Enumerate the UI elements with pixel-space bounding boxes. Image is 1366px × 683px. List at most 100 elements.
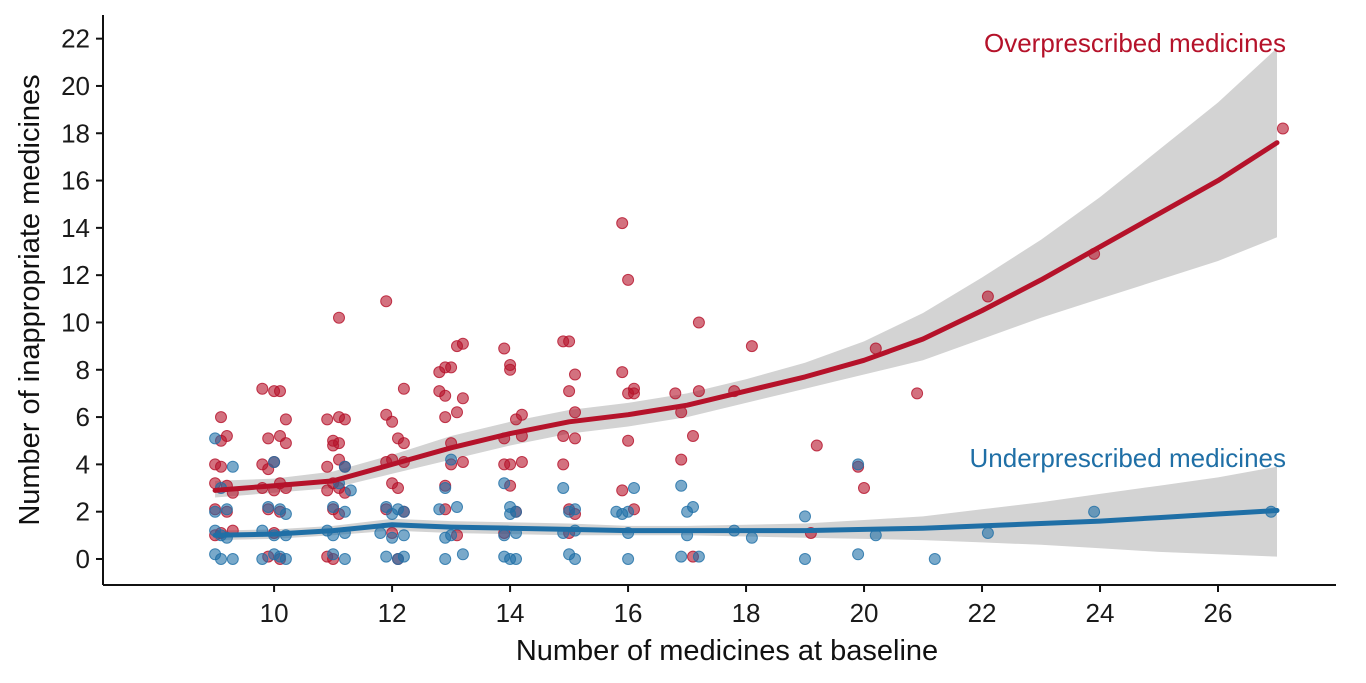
data-point-series-1 <box>274 385 286 398</box>
data-point-series-1 <box>745 340 758 353</box>
data-point-series-1 <box>445 361 458 374</box>
data-point-series-1 <box>911 387 924 400</box>
y-tick-label: 18 <box>61 118 90 148</box>
data-point-series-2 <box>338 460 351 473</box>
y-tick-label: 6 <box>76 402 90 432</box>
data-point-series-2 <box>852 548 865 561</box>
x-tick-label: 14 <box>496 598 525 628</box>
data-point-series-2 <box>569 553 581 565</box>
data-point-series-1 <box>628 387 640 400</box>
data-point-series-1 <box>439 411 452 424</box>
x-tick-label: 22 <box>968 598 997 628</box>
data-point-series-1 <box>557 430 570 442</box>
data-point-series-2 <box>256 553 269 565</box>
data-point-series-2 <box>215 553 227 565</box>
axes <box>102 15 1336 586</box>
data-point-series-1 <box>669 387 682 400</box>
data-point-series-2 <box>226 460 239 473</box>
data-point-series-1 <box>451 406 463 419</box>
data-point-series-1 <box>215 460 227 473</box>
trend-line-1 <box>212 140 1280 493</box>
data-point-series-1 <box>616 217 629 230</box>
data-point-series-2 <box>209 432 222 445</box>
data-point-series-2 <box>445 529 458 542</box>
data-point-series-1 <box>557 458 570 471</box>
data-point-series-2 <box>338 505 351 518</box>
data-point-series-1 <box>810 439 823 452</box>
x-axis-ticks: 10 12 14 16 18 20 22 24 26 <box>260 585 1233 628</box>
data-point-series-1 <box>279 437 292 450</box>
data-point-series-1 <box>392 482 404 494</box>
trend-lines <box>212 140 1280 538</box>
data-point-series-2 <box>852 458 865 471</box>
confidence-band-2 <box>215 466 1278 557</box>
data-point-series-2 <box>439 553 452 565</box>
data-point-series-1 <box>256 382 269 395</box>
data-point-series-1 <box>622 434 635 447</box>
series-label-underprescribed: Underprescribed medicines <box>970 443 1286 473</box>
data-point-series-2 <box>451 501 463 513</box>
data-point-series-1 <box>380 295 393 308</box>
data-point-series-1 <box>321 484 334 497</box>
data-point-series-2 <box>456 548 469 561</box>
data-point-series-2 <box>675 550 688 563</box>
x-tick-label: 18 <box>732 598 761 628</box>
y-tick-label: 2 <box>76 497 90 527</box>
data-point-series-2 <box>681 505 694 518</box>
y-tick-label: 20 <box>61 71 90 101</box>
data-point-series-2 <box>745 531 758 544</box>
data-point-series-1 <box>616 366 629 379</box>
data-point-series-1 <box>456 392 469 405</box>
data-point-series-1 <box>675 453 688 466</box>
data-point-series-2 <box>226 553 239 565</box>
data-point-series-2 <box>380 550 393 563</box>
data-point-series-1 <box>563 385 576 398</box>
data-point-series-1 <box>515 456 528 468</box>
data-point-series-1 <box>692 316 705 329</box>
data-point-series-1 <box>981 290 994 303</box>
data-point-series-1 <box>215 411 227 424</box>
trend-line-2 <box>212 508 1280 538</box>
y-tick-label: 4 <box>76 449 90 479</box>
data-point-series-1 <box>456 337 469 350</box>
data-point-series-2 <box>445 453 458 466</box>
x-tick-label: 12 <box>378 598 407 628</box>
data-point-series-1 <box>563 335 576 348</box>
data-point-series-2 <box>799 510 811 523</box>
data-point-series-2 <box>386 531 399 544</box>
data-point-series-2 <box>279 508 292 520</box>
x-tick-label: 24 <box>1086 598 1115 628</box>
y-tick-label: 14 <box>61 213 90 243</box>
data-point-series-2 <box>397 529 410 542</box>
data-point-series-2 <box>344 484 357 497</box>
data-point-series-1 <box>692 385 705 398</box>
x-tick-label: 16 <box>614 598 643 628</box>
data-point-series-2 <box>220 503 233 516</box>
data-point-series-1 <box>321 413 334 426</box>
data-point-series-2 <box>268 456 281 468</box>
y-tick-label: 22 <box>61 24 90 54</box>
data-point-series-2 <box>262 501 275 513</box>
data-point-series-1 <box>498 458 511 471</box>
confidence-bands <box>215 48 1278 557</box>
data-point-series-1 <box>569 432 581 445</box>
data-point-series-2 <box>928 553 941 565</box>
data-point-series-2 <box>433 503 446 516</box>
data-point-series-1 <box>515 408 528 421</box>
data-point-series-2 <box>628 482 640 494</box>
data-point-series-1 <box>397 382 410 395</box>
data-point-series-1 <box>333 311 345 324</box>
data-point-series-2 <box>981 527 994 539</box>
data-point-series-1 <box>397 437 410 450</box>
x-tick-label: 26 <box>1204 598 1233 628</box>
data-point-series-2 <box>209 505 222 518</box>
data-point-series-1 <box>456 456 469 468</box>
series-label-overprescribed: Overprescribed medicines <box>984 28 1286 58</box>
data-point-series-2 <box>504 508 517 520</box>
data-point-series-2 <box>327 548 340 561</box>
data-point-series-2 <box>675 479 688 492</box>
data-point-series-2 <box>510 553 522 565</box>
data-point-series-1 <box>687 430 699 442</box>
data-point-series-2 <box>692 550 705 563</box>
data-point-series-2 <box>327 501 340 513</box>
